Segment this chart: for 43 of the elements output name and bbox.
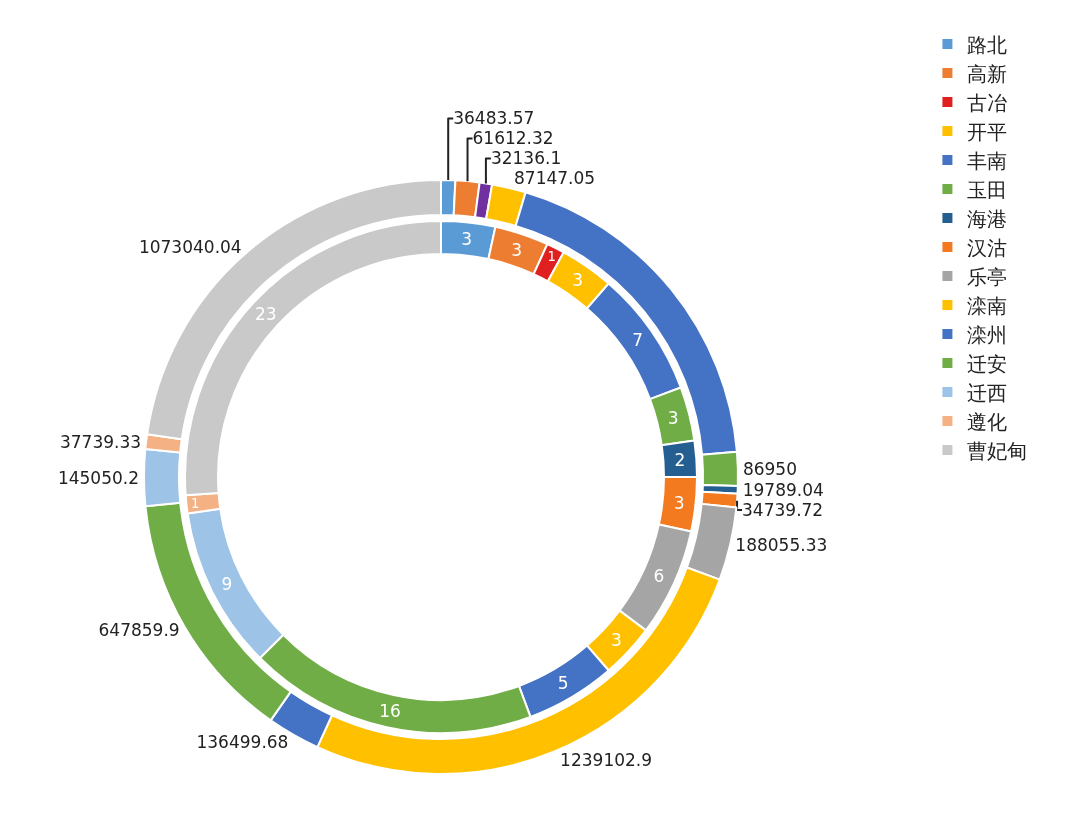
data-label: 1073040.04 — [138, 236, 242, 257]
data-label: 5 — [557, 672, 569, 693]
data-label: 32136.1 — [490, 148, 562, 169]
data-label: 145050.2 — [57, 467, 139, 488]
legend-label: 曹妃甸 — [967, 438, 1028, 463]
data-label: 3 — [511, 239, 523, 260]
legend-label: 汉沽 — [967, 235, 1008, 260]
data-label: 3 — [461, 228, 473, 249]
legend-label: 滦南 — [967, 293, 1008, 318]
data-label: 36483.57 — [453, 108, 535, 129]
legend-label: 玉田 — [967, 177, 1008, 202]
legend-label: 古冶 — [967, 90, 1008, 115]
legend-label: 路北 — [967, 32, 1008, 57]
data-label: 188055.33 — [735, 534, 828, 555]
data-label: 3 — [673, 492, 685, 513]
data-label: 87147.05 — [514, 168, 596, 189]
data-label: 3 — [667, 407, 679, 428]
legend-label: 丰南 — [967, 148, 1008, 173]
legend-label: 开平 — [967, 119, 1008, 144]
data-label: 7 — [632, 330, 644, 351]
data-label: 19789.04 — [742, 479, 824, 500]
legend-label: 遵化 — [967, 409, 1008, 434]
data-label: 2 — [674, 449, 686, 470]
data-label: 9 — [221, 574, 233, 595]
data-label: 86950 — [742, 458, 797, 479]
data-label: 1 — [547, 248, 556, 264]
legend-label: 迁西 — [967, 380, 1008, 405]
data-label: 647859.9 — [98, 619, 180, 640]
legend-label: 乐亭 — [967, 264, 1008, 289]
data-label: 136499.68 — [196, 732, 289, 753]
data-label: 1239102.9 — [560, 749, 653, 770]
data-label: 3 — [572, 270, 584, 291]
data-label: 37739.33 — [59, 431, 142, 452]
data-label: 1 — [191, 496, 200, 512]
legend-label: 海港 — [967, 206, 1008, 231]
data-label: 3 — [610, 630, 622, 651]
data-label: 61612.32 — [472, 128, 554, 149]
legend-label: 高新 — [967, 61, 1008, 86]
legend-label: 迁安 — [967, 351, 1008, 376]
data-label: 16 — [379, 701, 401, 722]
data-label: 34739.72 — [742, 499, 824, 520]
data-label: 6 — [653, 566, 665, 587]
legend-label: 滦州 — [967, 322, 1008, 347]
